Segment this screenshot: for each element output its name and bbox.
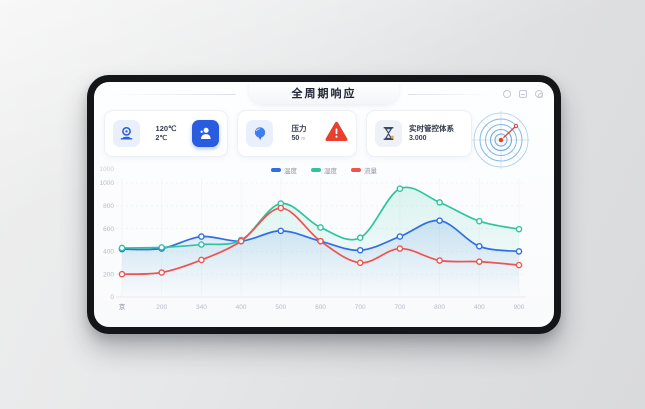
gauge-icon [113,120,140,147]
svg-text:700: 700 [355,304,366,311]
chart-legend: 温度 湿度 流量 [94,165,554,175]
legend-swatch-series3 [351,168,361,172]
svg-text:400: 400 [103,249,114,256]
svg-text:京: 京 [119,302,126,311]
radar-chart [470,109,532,171]
titlebar-divider-left [108,94,236,95]
svg-text:200: 200 [103,271,114,278]
line-chart: 0 200 400 600 800 1000 1000 京 200 340 400 500 600 700… [94,162,553,314]
titlebar-divider-right [408,94,490,95]
window-more-icon[interactable] [535,90,543,98]
window-controls [503,90,543,98]
pressure-card: 压力 50 m [237,110,357,157]
temperature-card: 120℃ 2℃ [104,110,228,157]
window-circle-icon[interactable] [503,90,511,98]
svg-text:400: 400 [236,304,247,311]
temperature-secondary: 2℃ [155,134,168,142]
system-label: 实时管控体系 [409,123,454,133]
svg-text:500: 500 [275,304,286,311]
svg-text:800: 800 [434,304,445,311]
temperature-primary: 120℃ [155,123,177,133]
operator-icon [192,120,219,147]
warning-icon [325,121,348,147]
svg-text:700: 700 [394,304,405,311]
pressure-unit: m [301,135,306,142]
svg-text:0: 0 [110,294,114,301]
legend-swatch-series2 [311,168,321,172]
hourglass-icon [375,120,402,147]
title-tab: 全周期响应 [249,82,399,104]
system-card: 实时管控体系 3.000 [366,110,472,157]
svg-text:600: 600 [315,304,326,311]
legend-label-series3: 流量 [364,168,377,175]
line-chart-canvas: 0 200 400 600 800 1000 1000 京 200 340 400 500 600 700… [100,166,526,311]
legend-item-series2[interactable]: 湿度 [311,165,337,175]
title-bar: 全周期响应 [94,82,554,107]
pressure-values: 压力 50 m [292,124,307,144]
svg-text:800: 800 [103,203,114,210]
svg-text:340: 340 [196,304,207,311]
pressure-number: 50 [291,134,300,142]
svg-text:1000: 1000 [100,180,115,187]
legend-label-series2: 湿度 [324,168,337,175]
system-values: 实时管控体系 3.000 [409,124,454,144]
device-frame: 全周期响应 120℃ [87,75,561,334]
svg-text:1000: 1000 [100,166,115,173]
svg-text:400: 400 [474,304,485,311]
pressure-label: 压力 [291,123,307,133]
app-screen: 全周期响应 120℃ [94,82,554,327]
legend-item-series3[interactable]: 流量 [351,165,377,175]
legend-item-series1[interactable]: 温度 [271,165,297,175]
page-title: 全周期响应 [291,88,357,100]
pressure-icon [246,120,273,147]
temperature-values: 120℃ 2℃ [156,124,177,144]
pressure-value: 50 m [292,134,307,143]
system-value: 3.000 [409,134,427,142]
svg-text:200: 200 [156,304,167,311]
legend-label-series1: 温度 [284,168,297,175]
kpi-card-row: 120℃ 2℃ [104,110,472,157]
legend-swatch-series1 [271,168,281,172]
svg-text:600: 600 [103,226,114,233]
svg-text:900: 900 [514,304,525,311]
window-minimize-icon[interactable] [519,90,527,98]
